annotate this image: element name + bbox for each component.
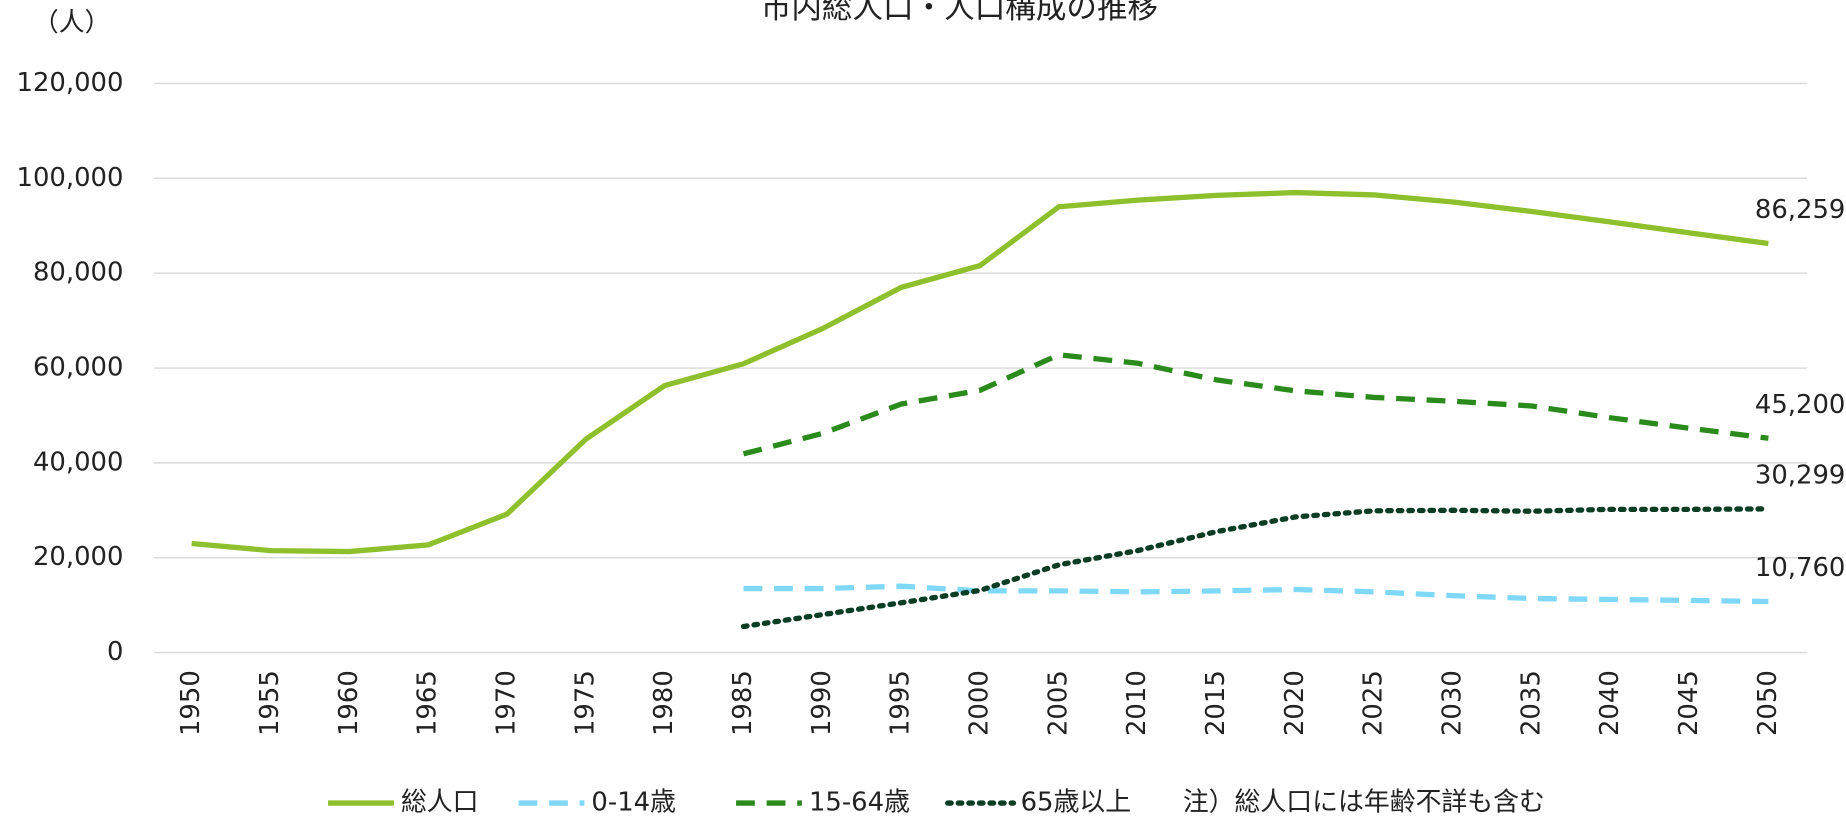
- value-label: 10,760: [1755, 553, 1845, 583]
- series-line: [191, 189, 1769, 555]
- x-tick-label: 1980: [649, 670, 679, 736]
- legend-label: 総人口: [401, 788, 479, 816]
- value-label: 30,299: [1755, 460, 1845, 490]
- legend-label: 65歳以上: [1021, 788, 1131, 816]
- x-tick-label: 2010: [1122, 670, 1152, 736]
- legend-label: 15-64歳: [809, 788, 910, 816]
- x-tick-label: 1970: [492, 670, 522, 736]
- note: 注）総人口には年齢不詳も含む: [1183, 788, 1545, 816]
- x-tick-label: 1960: [334, 670, 364, 736]
- x-tick-label: 2040: [1595, 670, 1625, 736]
- x-tick-label: 1975: [570, 670, 600, 736]
- x-tick-label: 1990: [807, 670, 837, 736]
- y-tick-label: 80,000: [33, 258, 123, 288]
- series-line: [743, 583, 1769, 605]
- y-tick-label: 0: [107, 637, 123, 667]
- y-tick-label: 120,000: [17, 68, 124, 98]
- value-label: 45,200: [1755, 390, 1845, 420]
- x-tick-label: 2035: [1516, 670, 1546, 736]
- x-tick-label: 2050: [1753, 670, 1783, 736]
- y-tick-label: 100,000: [17, 163, 124, 193]
- x-tick-label: 2045: [1674, 670, 1704, 736]
- x-tick-label: 2005: [1043, 670, 1073, 736]
- x-tick-label: 2020: [1280, 670, 1310, 736]
- x-tick-label: 1950: [176, 670, 206, 736]
- x-tick-label: 1955: [255, 670, 285, 736]
- x-tick-label: 2030: [1438, 670, 1468, 736]
- x-tick-label: 1965: [413, 670, 443, 736]
- y-tick-label: 20,000: [33, 542, 123, 572]
- x-tick-label: 2025: [1359, 670, 1389, 736]
- y-axis-label: （人）: [33, 8, 111, 38]
- chart-title: 市内総人口・人口構成の推移: [761, 0, 1158, 26]
- x-tick-label: 2015: [1201, 670, 1231, 736]
- series-line: [742, 352, 1769, 457]
- x-tick-label: 1995: [886, 670, 916, 736]
- y-tick-label: 60,000: [33, 353, 123, 383]
- legend-label: 0-14歳: [591, 788, 676, 816]
- x-tick-label: 1985: [728, 670, 758, 736]
- y-tick-label: 40,000: [33, 447, 123, 477]
- x-tick-label: 2000: [965, 670, 995, 736]
- series-line: [740, 506, 1772, 630]
- value-label: 86,259: [1755, 195, 1845, 225]
